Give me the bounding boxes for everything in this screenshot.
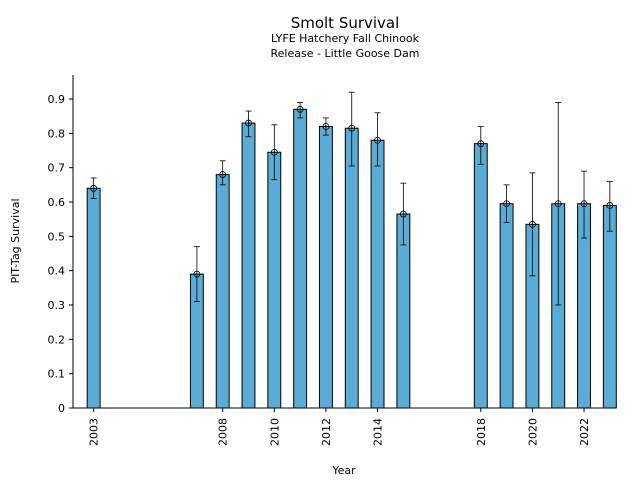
bar-2019	[499, 203, 514, 409]
point-marker-2015	[399, 210, 407, 218]
chart-title: Smolt Survival	[291, 14, 400, 32]
y-tick-label: 0.1	[48, 368, 66, 381]
point-marker-2011	[296, 105, 304, 113]
y-tick-label: 0.6	[48, 196, 66, 209]
y-tick-label: 0.3	[48, 299, 66, 312]
y-tick-label: 0.5	[48, 230, 66, 243]
x-tick-label: 2008	[217, 418, 230, 446]
point-marker-2022	[580, 200, 588, 208]
point-marker-2023	[606, 202, 614, 209]
point-marker-2003	[90, 184, 98, 192]
y-tick-label: 0.7	[48, 162, 66, 175]
point-marker-2019	[503, 200, 511, 208]
bar-2008	[215, 174, 230, 409]
x-tick-label: 2014	[372, 418, 385, 446]
x-tick-label: 2010	[268, 418, 281, 446]
x-axis-label: Year	[331, 464, 356, 477]
point-marker-2007	[193, 270, 201, 278]
chart-subtitle-1: LYFE Hatchery Fall Chinook	[271, 32, 420, 45]
bar-2018	[473, 143, 488, 409]
point-marker-2013	[348, 124, 356, 132]
bar-2012	[318, 125, 333, 409]
y-ticks: 0 0.1 0.2 0.3 0.4 0.5 0.6 0.7 0.8 0.9	[48, 93, 73, 415]
bar-2010	[267, 151, 282, 409]
x-tick-label: 2018	[475, 418, 488, 446]
bar-2003	[86, 187, 101, 409]
point-marker-2012	[322, 123, 330, 130]
y-axis-label: PIT-Tag Survival	[9, 198, 22, 283]
y-tick-label: 0	[58, 402, 65, 415]
plot-area	[86, 91, 617, 409]
bar-2014	[370, 139, 385, 409]
point-marker-2014	[374, 136, 381, 144]
point-marker-2018	[477, 140, 485, 148]
bar-2011	[293, 108, 308, 409]
point-marker-2008	[219, 171, 227, 178]
point-marker-2009	[245, 119, 252, 127]
bar-2023	[602, 204, 617, 409]
point-marker-2021	[554, 200, 562, 208]
y-tick-label: 0.2	[48, 333, 66, 346]
y-tick-label: 0.9	[48, 93, 66, 106]
x-tick-label: 2003	[88, 418, 101, 446]
point-marker-2010	[270, 148, 278, 156]
bar-2013	[344, 127, 359, 409]
y-tick-label: 0.4	[48, 265, 66, 278]
x-tick-label: 2012	[320, 418, 333, 446]
x-ticks: 2003 2008 2010 2012 2014 2018 2020 2022	[88, 408, 591, 446]
x-tick-label: 2020	[526, 418, 539, 446]
point-marker-2020	[529, 220, 536, 228]
y-tick-label: 0.8	[48, 127, 66, 140]
chart-subtitle-2: Release - Little Goose Dam	[271, 47, 420, 60]
x-tick-label: 2022	[578, 418, 591, 446]
bar-2009	[241, 122, 256, 409]
